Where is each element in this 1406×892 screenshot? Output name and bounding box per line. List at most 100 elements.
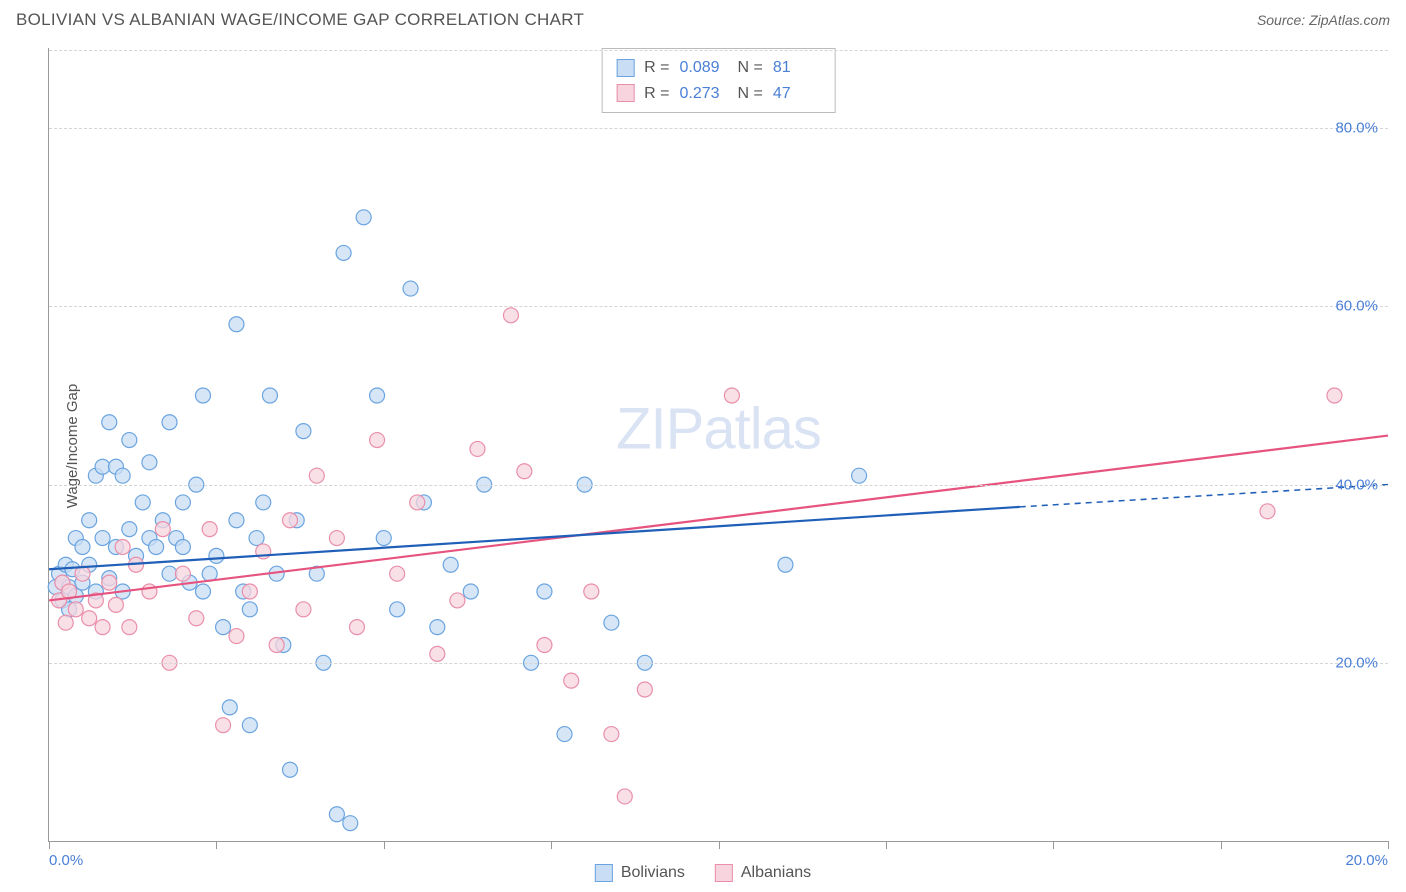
scatter-point <box>256 495 271 510</box>
scatter-point <box>296 424 311 439</box>
x-tick <box>551 841 552 849</box>
scatter-point <box>242 584 257 599</box>
scatter-point <box>637 682 652 697</box>
scatter-point <box>102 575 117 590</box>
scatter-point <box>149 539 164 554</box>
scatter-point <box>430 620 445 635</box>
scatter-point <box>283 513 298 528</box>
scatter-point <box>283 762 298 777</box>
scatter-point <box>584 584 599 599</box>
gridline <box>49 306 1388 307</box>
scatter-point <box>564 673 579 688</box>
scatter-point <box>142 455 157 470</box>
x-tick-label: 0.0% <box>49 852 83 869</box>
scatter-point <box>162 566 177 581</box>
scatter-point <box>216 718 231 733</box>
scatter-point <box>463 584 478 599</box>
scatter-point <box>229 317 244 332</box>
chart-title: BOLIVIAN VS ALBANIAN WAGE/INCOME GAP COR… <box>16 10 584 30</box>
scatter-point <box>450 593 465 608</box>
scatter-point <box>557 727 572 742</box>
scatter-point <box>403 281 418 296</box>
scatter-point <box>135 495 150 510</box>
scatter-point <box>343 816 358 831</box>
scatter-point <box>82 611 97 626</box>
y-tick-label: 40.0% <box>1335 476 1378 493</box>
scatter-point <box>189 611 204 626</box>
scatter-point <box>75 539 90 554</box>
scatter-point <box>58 615 73 630</box>
scatter-point <box>443 557 458 572</box>
x-tick <box>886 841 887 849</box>
scatter-point <box>115 468 130 483</box>
scatter-point <box>604 727 619 742</box>
legend-item-albanians: Albanians <box>715 864 811 882</box>
scatter-point <box>108 597 123 612</box>
scatter-point <box>262 388 277 403</box>
scatter-point <box>778 557 793 572</box>
x-tick <box>49 841 50 849</box>
scatter-point <box>356 210 371 225</box>
legend-series: Bolivians Albanians <box>595 864 811 882</box>
scatter-point <box>1260 504 1275 519</box>
scatter-point <box>370 433 385 448</box>
gridline <box>49 663 1388 664</box>
y-tick-label: 20.0% <box>1335 654 1378 671</box>
legend-label-bolivians: Bolivians <box>621 864 685 882</box>
scatter-point <box>349 620 364 635</box>
scatter-point <box>296 602 311 617</box>
x-tick-label: 20.0% <box>1345 852 1388 869</box>
scatter-point <box>229 629 244 644</box>
legend-item-bolivians: Bolivians <box>595 864 685 882</box>
scatter-point <box>430 646 445 661</box>
scatter-point <box>242 602 257 617</box>
scatter-point <box>195 584 210 599</box>
x-tick <box>1388 841 1389 849</box>
scatter-point <box>604 615 619 630</box>
y-tick-label: 80.0% <box>1335 120 1378 137</box>
scatter-point <box>390 602 405 617</box>
scatter-point <box>82 513 97 528</box>
plot-area: ZIPatlas R = 0.089 N = 81 R = 0.273 N = … <box>48 48 1388 842</box>
scatter-point <box>537 584 552 599</box>
scatter-point <box>162 415 177 430</box>
scatter-point <box>122 433 137 448</box>
scatter-point <box>336 245 351 260</box>
scatter-plot <box>49 48 1388 841</box>
scatter-point <box>142 584 157 599</box>
trend-line-albanians <box>49 436 1388 601</box>
y-tick-label: 60.0% <box>1335 298 1378 315</box>
scatter-point <box>376 531 391 546</box>
scatter-point <box>517 464 532 479</box>
scatter-point <box>329 531 344 546</box>
scatter-point <box>617 789 632 804</box>
scatter-point <box>175 495 190 510</box>
scatter-point <box>122 522 137 537</box>
scatter-point <box>724 388 739 403</box>
scatter-point <box>175 539 190 554</box>
scatter-point <box>95 459 110 474</box>
scatter-point <box>202 522 217 537</box>
scatter-point <box>269 637 284 652</box>
scatter-point <box>249 531 264 546</box>
source-label: Source: ZipAtlas.com <box>1257 12 1390 28</box>
scatter-point <box>470 441 485 456</box>
scatter-point <box>115 539 130 554</box>
gridline <box>49 485 1388 486</box>
scatter-point <box>242 718 257 733</box>
scatter-point <box>102 415 117 430</box>
scatter-point <box>68 602 83 617</box>
trend-line-bolivians-ext <box>1020 485 1388 507</box>
x-tick <box>384 841 385 849</box>
scatter-point <box>410 495 425 510</box>
scatter-point <box>229 513 244 528</box>
scatter-point <box>852 468 867 483</box>
scatter-point <box>155 522 170 537</box>
scatter-point <box>122 620 137 635</box>
scatter-point <box>175 566 190 581</box>
gridline <box>49 128 1388 129</box>
scatter-point <box>95 531 110 546</box>
x-tick <box>1053 841 1054 849</box>
x-tick <box>216 841 217 849</box>
x-tick <box>719 841 720 849</box>
